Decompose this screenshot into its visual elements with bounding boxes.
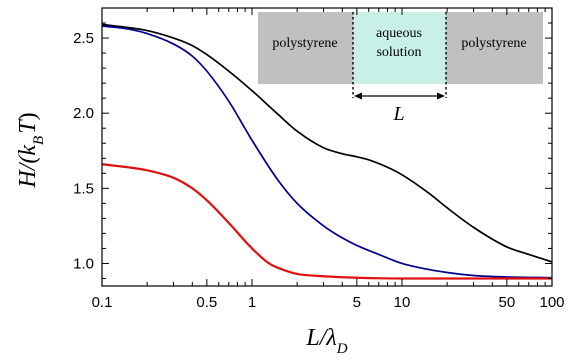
x-tick-label: 0.5 <box>196 294 217 311</box>
x-tick-label: 10 <box>394 294 411 311</box>
y-tick-label: 2.0 <box>73 105 94 122</box>
plot-frame <box>101 7 553 287</box>
x-tick-label: 100 <box>539 294 564 311</box>
inset-gap-label: L <box>392 103 404 125</box>
inset-right-label: polystyrene <box>461 36 526 51</box>
inset-right-polystyrene-block <box>446 12 543 84</box>
inset-left-label: polystyrene <box>272 36 337 51</box>
inset-arrowhead-right <box>437 92 445 100</box>
inset-solution-block <box>353 12 446 84</box>
y-axis-title: H/(kBT) <box>15 112 47 188</box>
y-tick-label: 2.5 <box>73 30 94 47</box>
y-tick-label: 1.0 <box>73 255 94 272</box>
x-tick-label: 0.1 <box>92 294 113 311</box>
series-layer <box>101 23 553 280</box>
inset-diagram: polystyrene aqueous solution polystyrene… <box>258 12 543 125</box>
tick-layer: 0.1 0.5 1 5 10 50 100 1.0 1.5 2.0 2.5 <box>73 8 565 311</box>
series-line-2 <box>101 25 553 279</box>
x-axis-title: L/λD <box>305 325 347 357</box>
inset-middle-label-1: aqueous <box>376 26 422 41</box>
series-line-3 <box>101 163 552 280</box>
y-tick-label: 1.5 <box>73 180 94 197</box>
x-tick-label: 5 <box>353 294 361 311</box>
inset-middle-label-2: solution <box>376 45 421 60</box>
inset-arrowhead-left <box>354 92 362 100</box>
inset-left-polystyrene-block <box>258 12 353 84</box>
x-tick-label: 1 <box>248 294 256 311</box>
series-line-1 <box>101 23 553 263</box>
x-tick-label: 50 <box>499 294 516 311</box>
